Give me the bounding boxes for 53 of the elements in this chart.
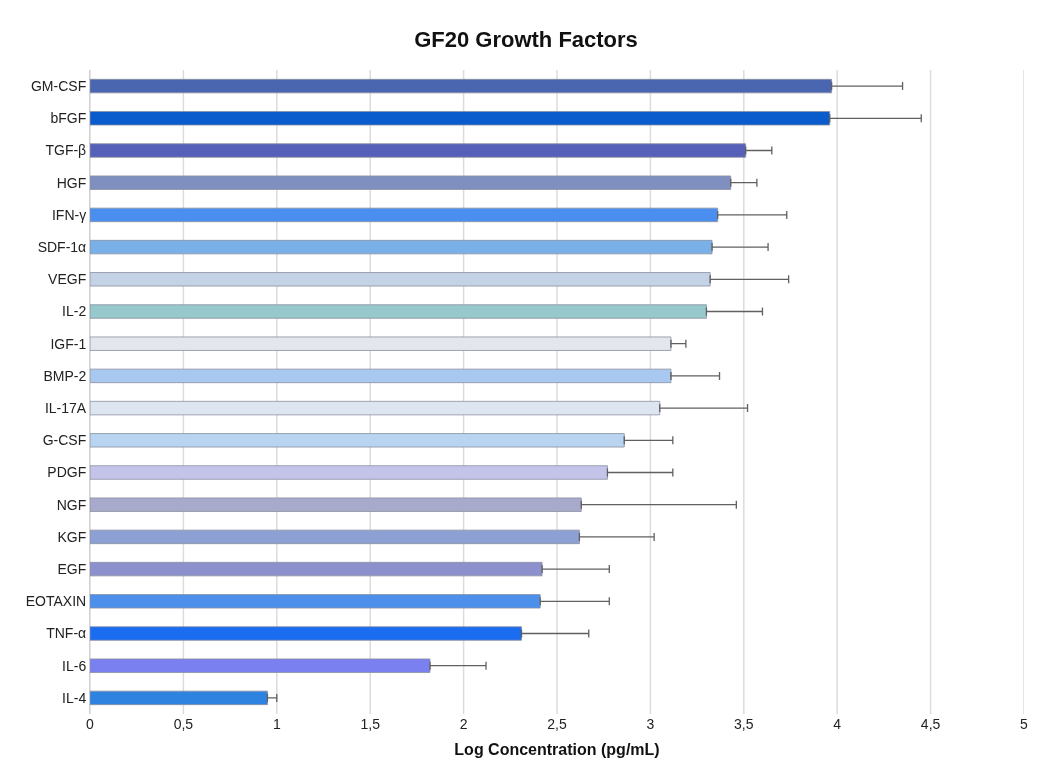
y-tick-label: IGF-1 [50,335,87,352]
x-axis-title: Log Concentration (pg/mL) [454,740,660,758]
y-tick-label: IL-4 [62,689,87,706]
bar [90,336,672,351]
y-tick-label: GM-CSF [30,78,87,94]
bar [90,626,522,641]
y-tick-label: G-CSF [42,432,87,449]
x-tick-label: 4,5 [920,716,941,732]
x-tick-label: 4 [833,716,842,732]
y-tick-label: NGF [56,496,87,513]
y-tick-label: TGF-β [45,142,87,159]
bar [90,529,580,545]
y-tick-label: IL-6 [62,657,87,674]
x-tick-label: 3,5 [734,716,754,732]
x-tick-label: 2 [459,716,468,732]
bar [90,465,608,480]
bar [90,175,732,190]
y-tick-label: IL-17A [44,400,87,416]
x-tick-label: 1,5 [360,716,381,732]
chart-title: GF20 Growth Factors [414,26,638,52]
y-tick-label: TNF-α [46,625,87,642]
bar [90,400,661,416]
bar [90,143,747,158]
bar [90,594,541,609]
bar [90,304,707,319]
x-tick-label: 1 [272,716,281,732]
bar [90,497,582,512]
y-tick-label: EOTAXIN [25,593,87,610]
bar [90,690,268,706]
x-tick-label: 3 [646,716,655,732]
y-tick-label: PDGF [47,464,87,481]
bar [90,111,831,126]
y-tick-label: BMP-2 [43,367,87,384]
bar [90,561,543,577]
bar [90,658,431,673]
bar [90,368,672,384]
bar [90,239,713,255]
x-tick-label: 0,5 [173,716,194,732]
x-tick-label: 2,5 [547,716,567,732]
y-tick-label: IL-2 [62,303,87,320]
y-tick-label: KGF [57,528,87,545]
y-tick-label: HGF [56,174,87,191]
x-tick-label: 5 [1020,716,1029,732]
y-tick-label: EGF [57,561,87,577]
bar [90,272,711,287]
y-tick-label: IFN-γ [51,206,87,223]
bar [90,433,625,448]
bar [90,78,832,94]
x-tick-label: 0 [86,716,95,732]
y-tick-label: SDF-1α [37,239,87,255]
y-tick-label: bFGF [50,110,87,127]
y-tick-label: VEGF [48,271,87,288]
bar [90,207,719,223]
